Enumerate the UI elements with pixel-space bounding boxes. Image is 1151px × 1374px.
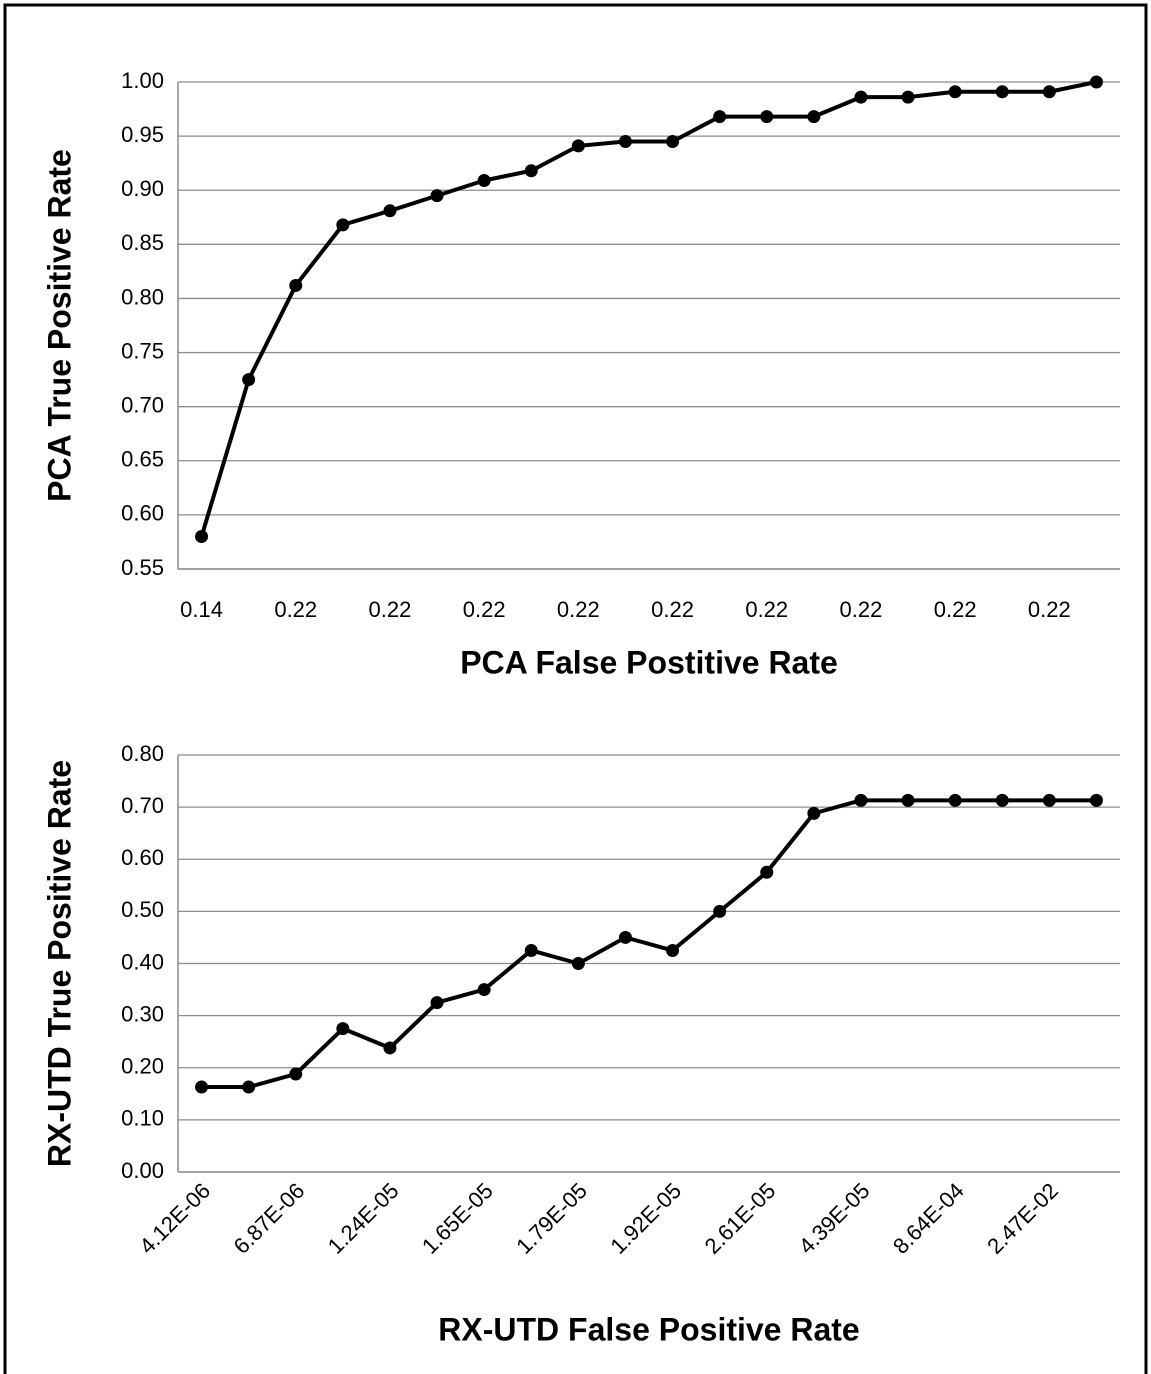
point (524, 943, 538, 957)
point (713, 110, 727, 124)
point (477, 983, 491, 997)
point (995, 85, 1009, 99)
x-tick-label: 0.22 (557, 597, 600, 622)
y-tick-label: 0.10 (121, 1106, 164, 1131)
y-tick-label: 0.70 (121, 793, 164, 818)
x-tick-label: 4.12E-06 (134, 1178, 215, 1259)
x-axis-title: PCA False Postitive Rate (460, 644, 838, 680)
x-tick-label: 0.22 (274, 597, 317, 622)
x-tick-label: 0.22 (840, 597, 883, 622)
point (430, 996, 444, 1010)
point (901, 90, 915, 104)
y-tick-label: 0.60 (121, 845, 164, 870)
point (289, 278, 303, 292)
x-tick-label: 4.39E-05 (794, 1178, 875, 1259)
y-tick-label: 0.80 (121, 741, 164, 766)
point (618, 135, 632, 149)
point (242, 373, 256, 387)
x-tick-label: 1.92E-05 (605, 1178, 686, 1259)
y-tick-label: 0.75 (121, 338, 164, 363)
y-tick-label: 0.60 (121, 501, 164, 526)
point (336, 1022, 350, 1036)
x-tick-label: 0.14 (180, 597, 223, 622)
x-axis-title: RX-UTD False Positive Rate (438, 1311, 859, 1347)
y-tick-label: 0.55 (121, 555, 164, 580)
x-tick-label: 0.22 (369, 597, 412, 622)
point (1042, 793, 1056, 807)
y-tick-label: 0.40 (121, 949, 164, 974)
point (995, 793, 1009, 807)
x-tick-label: 0.22 (1028, 597, 1071, 622)
point (854, 793, 868, 807)
x-tick-label: 1.65E-05 (417, 1178, 498, 1259)
point (760, 865, 774, 879)
point (666, 135, 680, 149)
point (713, 904, 727, 918)
y-axis-title: PCA True Positive Rate (41, 149, 77, 502)
x-tick-label: 1.79E-05 (511, 1178, 592, 1259)
x-tick-label: 1.24E-05 (323, 1178, 404, 1259)
point (383, 204, 397, 218)
point (571, 957, 585, 970)
y-axis-title: RX-UTD True Positive Rate (41, 760, 77, 1167)
point (618, 930, 632, 944)
point (807, 806, 821, 820)
point (1042, 85, 1056, 99)
y-tick-label: 0.50 (121, 897, 164, 922)
y-tick-label: 0.95 (121, 122, 164, 147)
point (336, 218, 350, 232)
point (571, 139, 585, 153)
y-tick-label: 0.80 (121, 284, 164, 309)
x-tick-label: 0.22 (463, 597, 506, 622)
y-tick-label: 0.30 (121, 1001, 164, 1026)
point (1089, 75, 1103, 89)
y-tick-label: 0.90 (121, 176, 164, 201)
point (854, 90, 868, 104)
y-tick-label: 0.70 (121, 392, 164, 417)
x-tick-label: 0.22 (745, 597, 788, 622)
point (760, 110, 774, 124)
y-tick-label: 1.00 (121, 68, 164, 93)
x-tick-label: 2.61E-05 (700, 1178, 781, 1259)
point (195, 530, 209, 544)
point (430, 189, 444, 203)
point (289, 1067, 303, 1081)
x-tick-label: 2.47E-02 (982, 1178, 1063, 1259)
point (948, 793, 962, 807)
point (383, 1041, 397, 1055)
point (477, 173, 491, 187)
y-tick-label: 0.85 (121, 230, 164, 255)
point (1089, 793, 1103, 807)
x-tick-label: 6.87E-06 (229, 1178, 310, 1259)
x-tick-label: 8.64E-04 (888, 1178, 969, 1259)
point (948, 85, 962, 99)
y-tick-label: 0.00 (121, 1158, 164, 1183)
frame (3, 3, 1148, 1374)
point (807, 110, 821, 124)
x-tick-label: 0.22 (934, 597, 977, 622)
series-line (201, 798, 1097, 1090)
y-tick-label: 0.20 (121, 1054, 164, 1079)
point (195, 1080, 209, 1094)
point (901, 793, 915, 807)
x-tick-label: 0.22 (651, 597, 694, 622)
point (666, 943, 680, 957)
point (242, 1080, 256, 1094)
series-line (199, 80, 1097, 538)
y-tick-label: 0.65 (121, 447, 164, 472)
point (524, 164, 538, 178)
